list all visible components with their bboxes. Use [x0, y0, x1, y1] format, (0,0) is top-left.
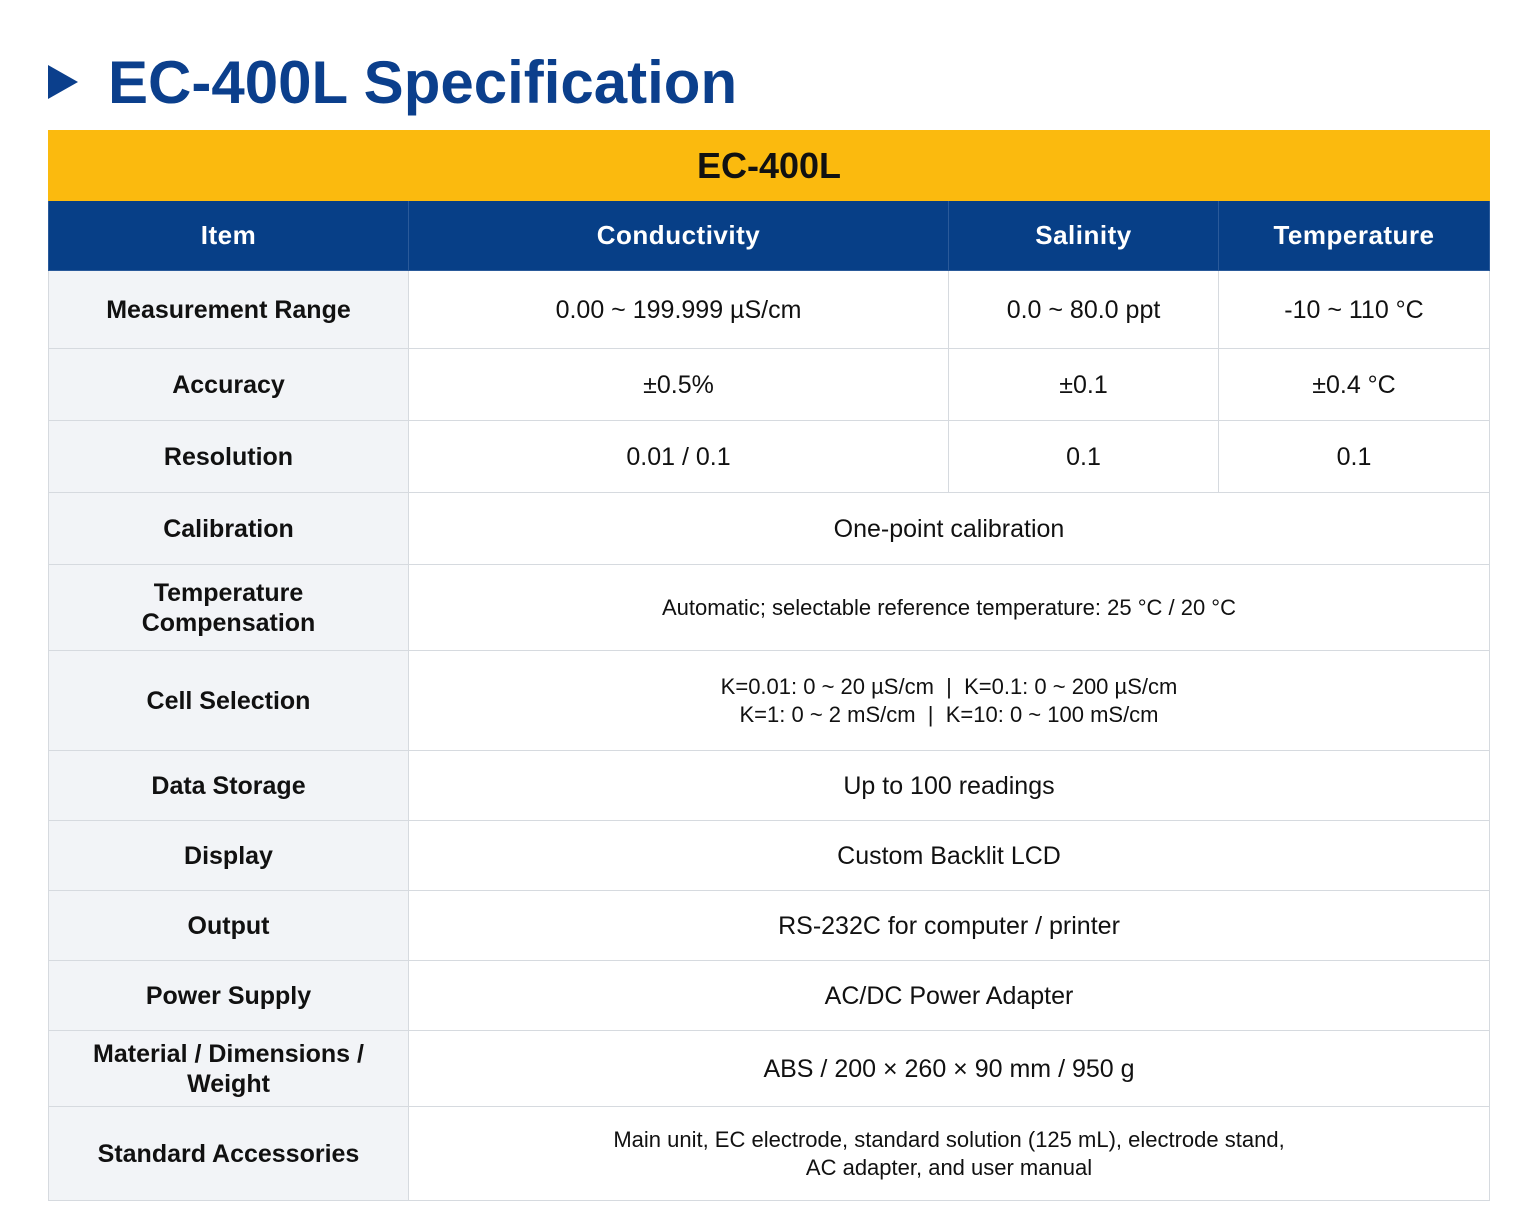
- label-line: Cell Selection: [146, 686, 311, 715]
- label-line: Material / Dimensions /: [93, 1039, 364, 1068]
- title-block: EC-400L Specification: [48, 46, 737, 118]
- spec-value: -10 ~ 110 °C: [1218, 270, 1490, 349]
- row-label: Display: [48, 820, 409, 891]
- row-label: Resolution: [48, 420, 409, 493]
- spec-value: K=0.01: 0 ~ 20 µS/cm | K=0.1: 0 ~ 200 µS…: [408, 650, 1490, 751]
- spec-value: 0.1: [1218, 420, 1490, 493]
- page-title: EC-400L Specification: [108, 48, 738, 116]
- spec-value: Up to 100 readings: [408, 750, 1490, 821]
- spec-table: EC-400L Item Conductivity Salinity Temperat…: [48, 130, 1490, 1201]
- value-line: Custom Backlit LCD: [837, 841, 1061, 870]
- spec-value: Main unit, EC electrode, standard soluti…: [408, 1106, 1490, 1201]
- spec-row: Calibration One-point calibration: [48, 492, 1490, 565]
- spec-row: Standard Accessories Main unit, EC electr…: [48, 1106, 1490, 1201]
- spec-value: 0.00 ~ 199.999 µS/cm: [408, 270, 949, 349]
- row-label: Accuracy: [48, 348, 409, 421]
- spec-value: 0.1: [948, 420, 1219, 493]
- value-line: ABS / 200 × 260 × 90 mm / 950 g: [763, 1054, 1135, 1083]
- label-line: Standard Accessories: [97, 1139, 360, 1168]
- table-body: Measurement Range 0.00 ~ 199.999 µS/cm 0.0…: [48, 270, 1490, 1201]
- value-line: Automatic; selectable reference temperat…: [662, 594, 1236, 620]
- spec-value: ABS / 200 × 260 × 90 mm / 950 g: [408, 1030, 1490, 1107]
- value-line: Up to 100 readings: [843, 771, 1055, 800]
- table-head: EC-400L Item Conductivity Salinity Temperat…: [48, 130, 1490, 271]
- spec-row: Output RS-232C for computer / printer: [48, 890, 1490, 961]
- spec-value: RS-232C for computer / printer: [408, 890, 1490, 961]
- row-label: Output: [48, 890, 409, 961]
- model-name: EC-400L: [48, 130, 1490, 201]
- spec-value: Custom Backlit LCD: [408, 820, 1490, 891]
- value-line: K=1: 0 ~ 2 mS/cm | K=10: 0 ~ 100 mS/cm: [739, 701, 1159, 727]
- value-line: ±0.5%: [643, 370, 714, 399]
- row-label: Material / Dimensions / Weight: [48, 1030, 409, 1107]
- value-line: Main unit, EC electrode, standard soluti…: [613, 1126, 1285, 1152]
- label-line: Output: [187, 911, 270, 940]
- row-label: Data Storage: [48, 750, 409, 821]
- spec-row: Display Custom Backlit LCD: [48, 820, 1490, 891]
- spec-value: ±0.4 °C: [1218, 348, 1490, 421]
- value-line: AC/DC Power Adapter: [824, 981, 1074, 1010]
- value-line: 0.00 ~ 199.999 µS/cm: [555, 295, 802, 324]
- spec-value: Automatic; selectable reference temperat…: [408, 564, 1490, 651]
- spec-row: Material / Dimensions / Weight ABS / 200 ×…: [48, 1030, 1490, 1107]
- title-arrow: [48, 65, 78, 99]
- spec-value: ±0.1: [948, 348, 1219, 421]
- label-line: Accuracy: [172, 370, 285, 399]
- value-line: ±0.4 °C: [1312, 370, 1396, 399]
- value-line: 0.1: [1066, 442, 1101, 471]
- model-row: EC-400L: [48, 130, 1490, 201]
- spec-row: Data Storage Up to 100 readings: [48, 750, 1490, 821]
- label-line: Calibration: [163, 514, 294, 543]
- label-line: Data Storage: [151, 771, 306, 800]
- value-line: ±0.1: [1059, 370, 1108, 399]
- label-line: Resolution: [163, 442, 294, 471]
- label-line: Temperature: [153, 578, 304, 607]
- column-header-row: Item Conductivity Salinity Temperature: [48, 200, 1490, 271]
- column-header: Item: [48, 200, 409, 271]
- column-header: Conductivity: [408, 200, 949, 271]
- value-line: AC adapter, and user manual: [805, 1154, 1093, 1180]
- label-line: Measurement Range: [106, 295, 351, 324]
- spec-row: Temperature Compensation Automatic; select…: [48, 564, 1490, 651]
- spec-row: Cell Selection K=0.01: 0 ~ 20 µS/cm | K=0…: [48, 650, 1490, 751]
- value-line: -10 ~ 110 °C: [1284, 295, 1424, 324]
- row-label: Measurement Range: [48, 270, 409, 349]
- row-label: Calibration: [48, 492, 409, 565]
- value-line: 0.1: [1336, 442, 1372, 471]
- spec-value: 0.0 ~ 80.0 ppt: [948, 270, 1219, 349]
- spec-value: 0.01 / 0.1: [408, 420, 949, 493]
- column-header: Salinity: [948, 200, 1219, 271]
- row-label: Temperature Compensation: [48, 564, 409, 651]
- label-line: Power Supply: [145, 981, 312, 1010]
- row-label: Cell Selection: [48, 650, 409, 751]
- value-line: RS-232C for computer / printer: [778, 911, 1120, 940]
- value-line: 0.01 / 0.1: [626, 442, 731, 471]
- spec-value: ±0.5%: [408, 348, 949, 421]
- row-label: Standard Accessories: [48, 1106, 409, 1201]
- value-line: One-point calibration: [833, 514, 1065, 543]
- label-line: Display: [184, 841, 273, 870]
- spec-row: Measurement Range 0.00 ~ 199.999 µS/cm 0.0…: [48, 270, 1490, 349]
- spec-row: Resolution 0.01 / 0.1 0.1 0.1: [48, 420, 1490, 493]
- label-line: Compensation: [141, 608, 316, 637]
- spec-value: One-point calibration: [408, 492, 1490, 565]
- value-line: 0.0 ~ 80.0 ppt: [1006, 295, 1161, 324]
- value-line: K=0.01: 0 ~ 20 µS/cm | K=0.1: 0 ~ 200 µS…: [720, 673, 1178, 699]
- spec-row: Accuracy ±0.5% ±0.1 ±0.4 °C: [48, 348, 1490, 421]
- column-header: Temperature: [1218, 200, 1490, 271]
- row-label: Power Supply: [48, 960, 409, 1031]
- label-line: Weight: [187, 1069, 270, 1098]
- spec-value: AC/DC Power Adapter: [408, 960, 1490, 1031]
- spec-row: Power Supply AC/DC Power Adapter: [48, 960, 1490, 1031]
